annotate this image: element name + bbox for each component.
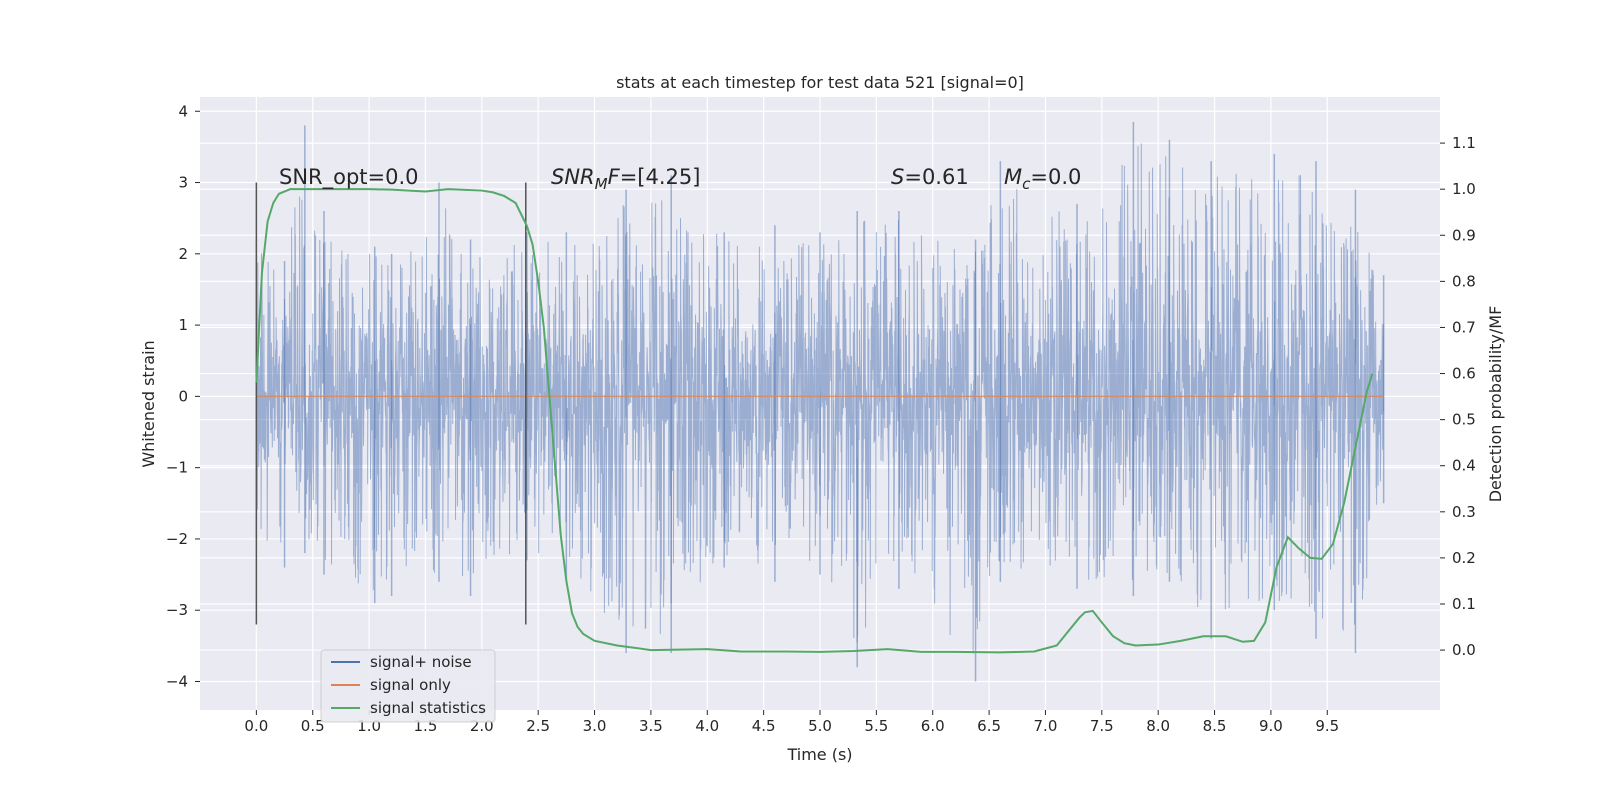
y-left-axis-label: Whitened strain — [139, 340, 158, 467]
y-right-tick-label-3: 0.3 — [1452, 503, 1476, 521]
annotation-s-tail: =0.61 — [904, 165, 968, 189]
y-left-axis-ticks: −4 −3 −2 −1 0 1 2 3 4 — [166, 102, 200, 690]
y-left-tick-label-8: 4 — [178, 102, 188, 120]
x-tick-label-1: 0.5 — [301, 717, 325, 735]
y-left-tick-label-1: −3 — [166, 601, 188, 619]
x-tick-label-12: 6.0 — [921, 717, 945, 735]
legend-label-signal-statistics: signal statistics — [370, 699, 486, 717]
y-left-tick-label-2: −2 — [166, 530, 188, 548]
signal-statistics-series — [255, 188, 1374, 654]
x-tick-label-9: 4.5 — [752, 717, 776, 735]
annotation-snr-mf-tail: =[4.25] — [620, 165, 701, 189]
annotation-s: S=0.61 — [891, 165, 969, 189]
legend-label-signal-noise: signal+ noise — [370, 653, 472, 671]
x-axis-ticks: 0.0 0.5 1.0 1.5 2.0 2.5 3.0 3.5 4.0 4.5 5.0 5.5 6.0 6… — [244, 710, 1339, 735]
y-right-tick-label-5: 0.5 — [1452, 411, 1476, 429]
x-tick-label-10: 5.0 — [808, 717, 832, 735]
annotation-mc-sub: c — [1022, 175, 1031, 193]
annotation-mc-main: M — [1004, 165, 1022, 189]
annotation-snr-mf-tail-italic: F — [608, 165, 621, 189]
annotation-snr-opt: SNR_opt=0.0 — [279, 165, 419, 190]
annotation-snr-mf: SNRMF=[4.25] — [551, 165, 700, 193]
y-left-tick-label-5: 1 — [178, 316, 188, 334]
y-right-tick-label-4: 0.4 — [1452, 457, 1476, 475]
y-right-tick-label-6: 0.6 — [1452, 365, 1476, 383]
x-tick-label-6: 3.0 — [583, 717, 607, 735]
x-tick-label-17: 8.5 — [1203, 717, 1227, 735]
x-tick-label-5: 2.5 — [526, 717, 550, 735]
legend: signal+ noise signal only signal statist… — [320, 649, 496, 723]
y-right-tick-label-2: 0.2 — [1452, 549, 1476, 567]
y-right-tick-label-11: 1.1 — [1452, 134, 1476, 152]
y-left-tick-label-3: −1 — [166, 459, 188, 477]
y-right-tick-label-0: 0.0 — [1452, 641, 1476, 659]
x-tick-label-19: 9.5 — [1315, 717, 1339, 735]
legend-box — [320, 649, 496, 723]
x-tick-label-16: 8.0 — [1146, 717, 1170, 735]
vertical-markers — [255, 182, 527, 625]
annotation-s-main: S — [891, 165, 904, 189]
y-right-tick-label-1: 0.1 — [1452, 595, 1476, 613]
signal-statistics-line — [255, 188, 1374, 654]
x-tick-label-11: 5.5 — [864, 717, 888, 735]
x-tick-label-0: 0.0 — [244, 717, 268, 735]
y-left-tick-label-0: −4 — [166, 672, 188, 690]
y-right-tick-label-7: 0.7 — [1452, 318, 1476, 336]
y-left-tick-label-6: 2 — [178, 245, 188, 263]
y-right-axis-label: Detection probability/MF — [1486, 306, 1505, 503]
annotation-mc: Mc=0.0 — [1004, 165, 1081, 193]
annotation-snr-mf-sub: M — [595, 175, 608, 193]
annotation-mc-tail: =0.0 — [1030, 165, 1081, 189]
y-right-tick-label-9: 0.9 — [1452, 226, 1476, 244]
y-right-tick-label-8: 0.8 — [1452, 272, 1476, 290]
legend-label-signal-only: signal only — [370, 676, 451, 694]
y-left-tick-label-7: 3 — [178, 174, 188, 192]
x-tick-label-14: 7.0 — [1034, 717, 1058, 735]
x-tick-label-18: 9.0 — [1259, 717, 1283, 735]
noise-series — [255, 121, 1385, 682]
y-right-tick-label-10: 1.0 — [1452, 180, 1476, 198]
x-tick-label-7: 3.5 — [639, 717, 663, 735]
chart-title: stats at each timestep for test data 521… — [616, 73, 1024, 92]
annotations: SNR_opt=0.0 SNRMF=[4.25] S=0.61 Mc=0.0 — [279, 165, 1081, 193]
x-tick-label-13: 6.5 — [977, 717, 1001, 735]
y-right-axis-ticks: 0.0 0.1 0.2 0.3 0.4 0.5 0.6 0.7 0.8 0.9 1.0 1.1 — [1440, 134, 1476, 659]
x-tick-label-8: 4.0 — [695, 717, 719, 735]
y-left-tick-label-4: 0 — [178, 387, 188, 405]
x-axis-label: Time (s) — [786, 745, 852, 764]
x-tick-label-15: 7.5 — [1090, 717, 1114, 735]
annotation-snr-mf-main: SNR — [551, 165, 595, 189]
